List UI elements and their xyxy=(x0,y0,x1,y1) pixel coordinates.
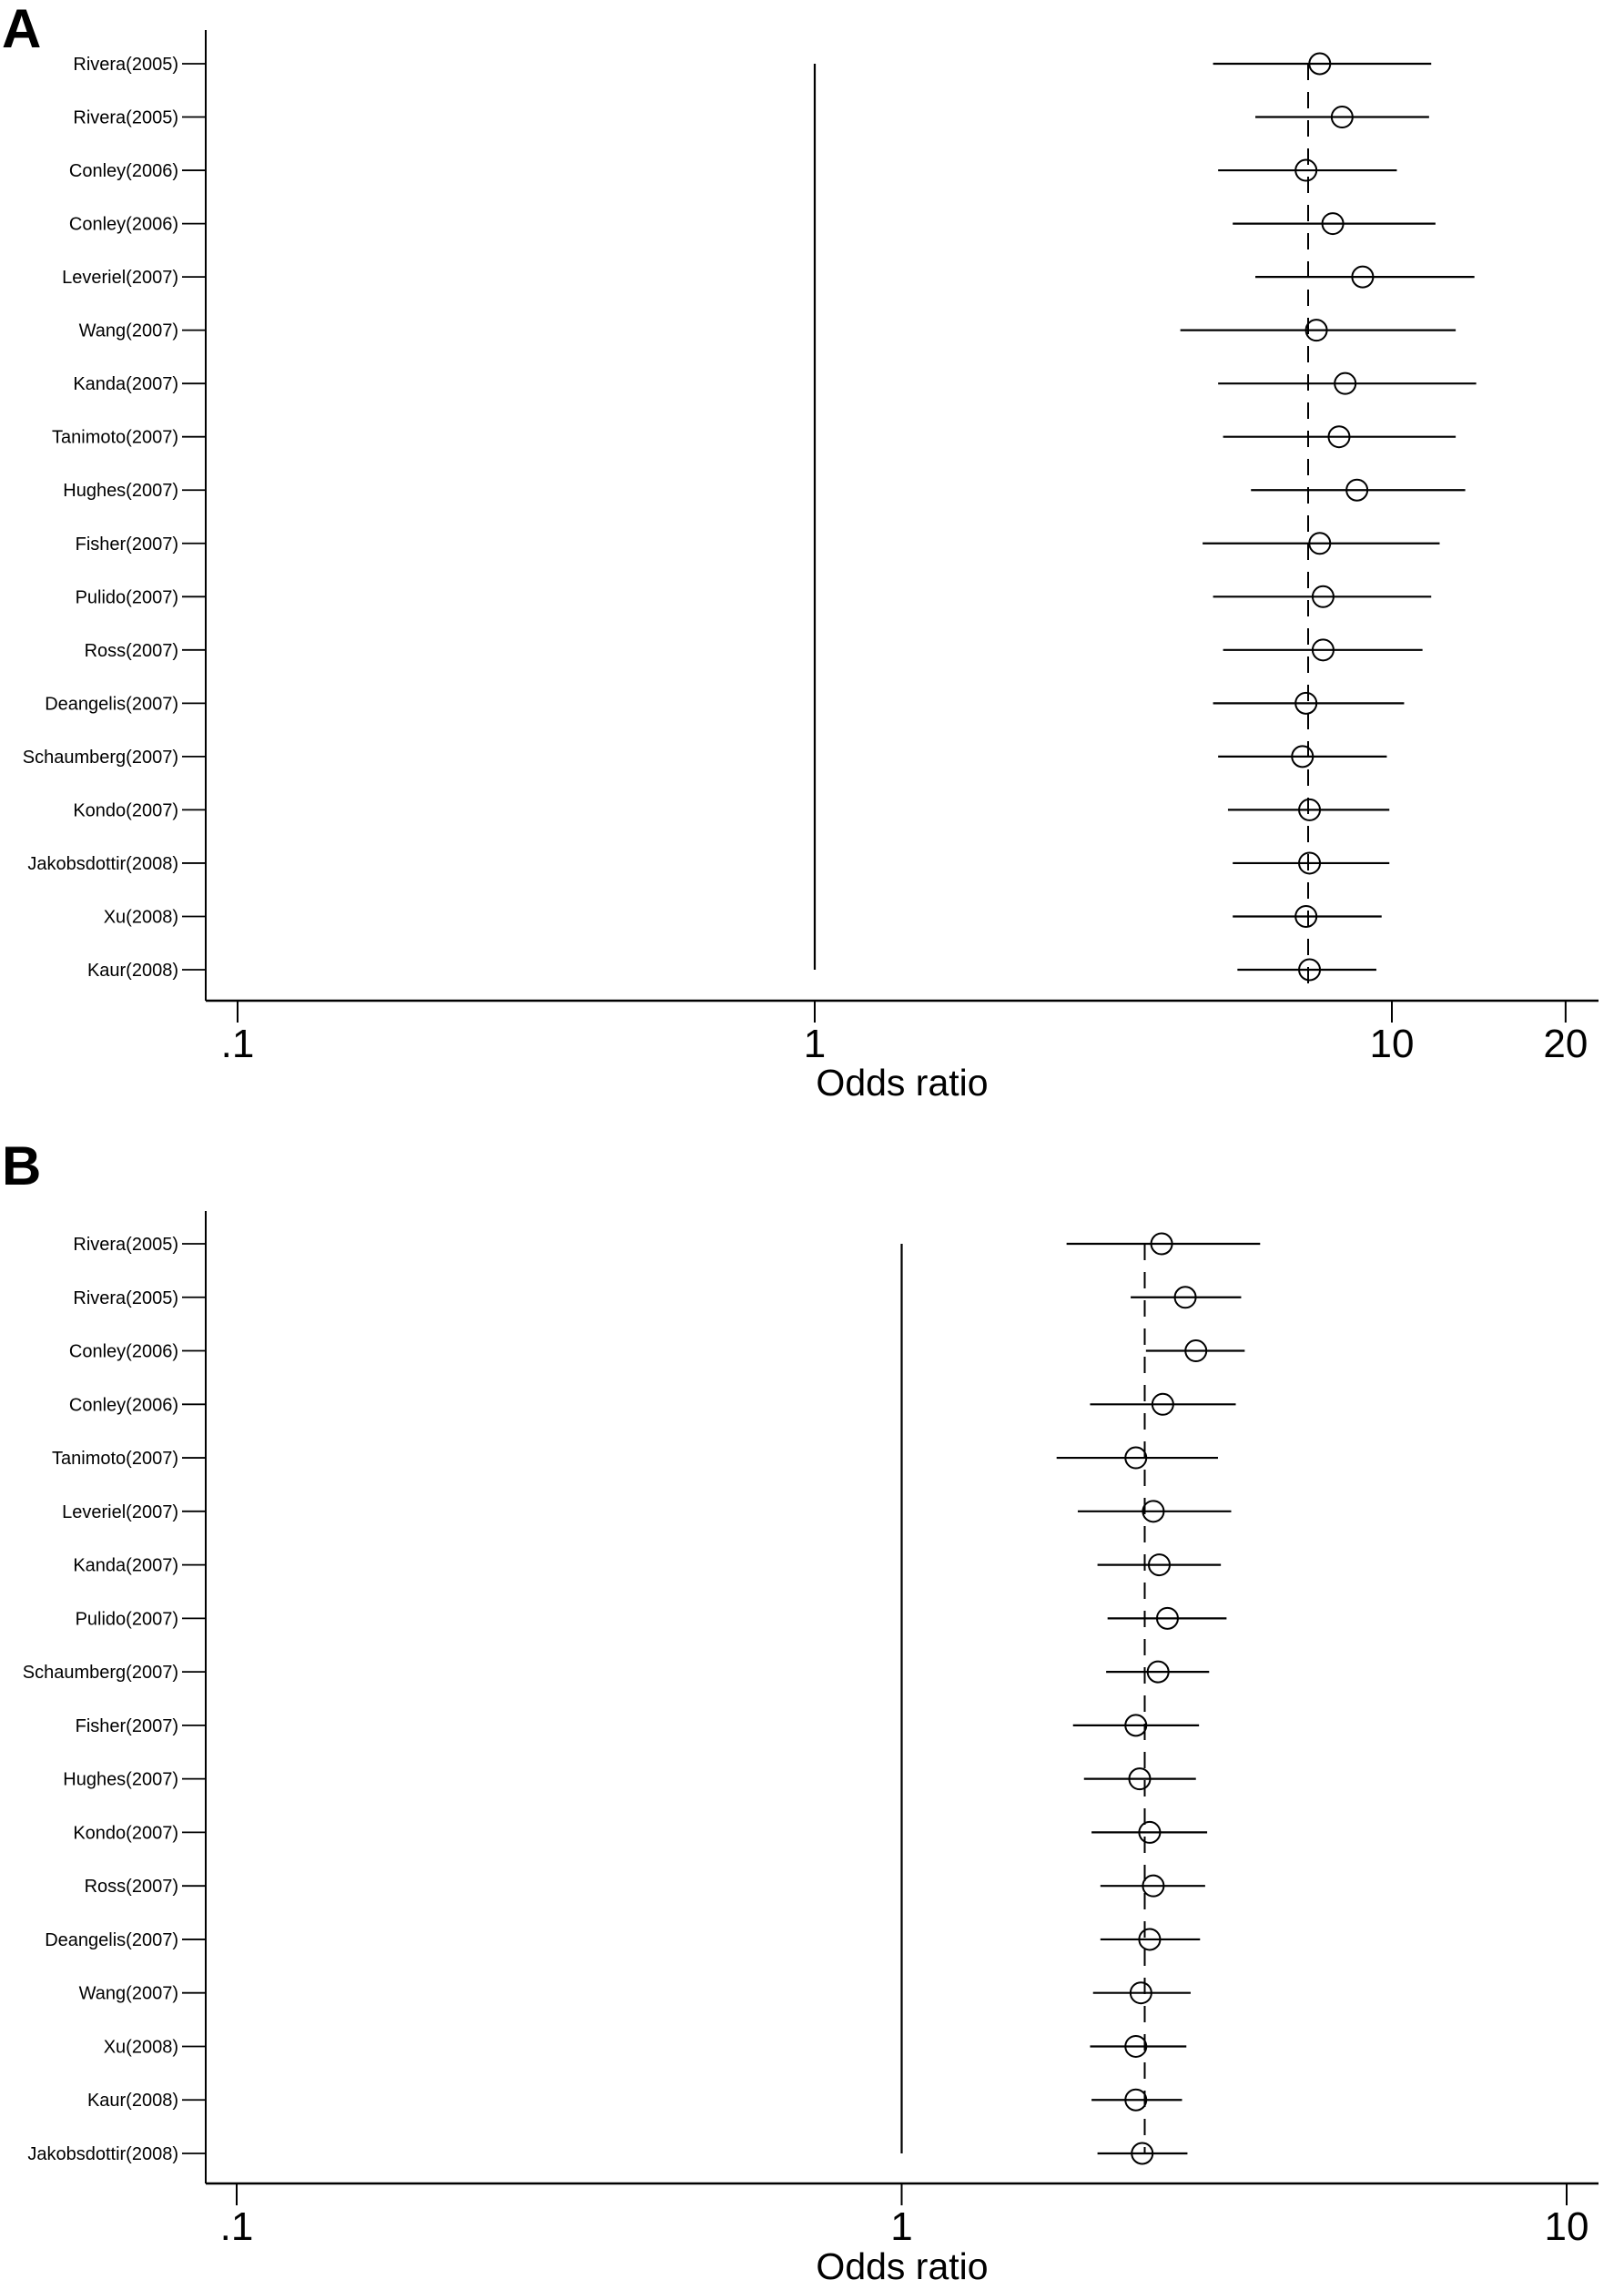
study-label: Rivera(2005) xyxy=(73,1235,178,1255)
study-label: Fisher(2007) xyxy=(76,534,178,555)
forest-plot-panel-b: B .1 1 10 Odds ratio Rivera(2005) Rivera(2005)… xyxy=(0,1134,1624,2290)
odds-ratio-point xyxy=(1124,1446,1148,1470)
odds-ratio-point xyxy=(1151,1392,1174,1416)
study-label: Kanda(2007) xyxy=(73,374,178,394)
study-label: Conley(2006) xyxy=(69,161,178,181)
odds-ratio-point xyxy=(1291,745,1314,768)
study-label: Hughes(2007) xyxy=(63,481,178,501)
odds-ratio-point xyxy=(1294,904,1318,928)
odds-ratio-point xyxy=(1327,425,1351,449)
x-axis-tick-label: 10 xyxy=(1545,2204,1589,2249)
study-label: Ross(2007) xyxy=(85,1877,178,1897)
study-label: Pulido(2007) xyxy=(76,587,178,607)
study-label: Rivera(2005) xyxy=(73,108,178,128)
odds-ratio-point xyxy=(1155,1606,1179,1630)
odds-ratio-point xyxy=(1138,1928,1162,1951)
odds-ratio-point xyxy=(1311,585,1335,608)
odds-ratio-point xyxy=(1128,1767,1152,1791)
study-label: Kondo(2007) xyxy=(73,800,178,820)
odds-ratio-point xyxy=(1124,2088,1148,2112)
odds-ratio-point xyxy=(1146,1660,1170,1684)
panel-b-svg: B .1 1 10 Odds ratio Rivera(2005) Rivera(2005)… xyxy=(2,1135,1599,2287)
study-label: Schaumberg(2007) xyxy=(23,1663,178,1683)
odds-ratio-point xyxy=(1330,106,1354,129)
odds-ratio-point xyxy=(1173,1286,1197,1309)
study-label: Deangelis(2007) xyxy=(45,1930,178,1950)
odds-ratio-point xyxy=(1147,1553,1171,1577)
study-label: Conley(2006) xyxy=(69,215,178,235)
study-label: Rivera(2005) xyxy=(73,1288,178,1308)
forest-plot-panel-a: A .1 1 10 20 Odds ratio Rivera(2005) Rivera(200… xyxy=(0,0,1624,1134)
study-label: Leveriel(2007) xyxy=(62,268,178,288)
odds-ratio-point xyxy=(1308,52,1332,76)
study-label: Jakobsdottir(2008) xyxy=(27,2144,178,2164)
x-axis-tick-label: 1 xyxy=(804,1022,826,1066)
odds-ratio-point xyxy=(1298,958,1322,982)
study-label: Tanimoto(2007) xyxy=(52,1449,178,1469)
x-axis-title: Odds ratio xyxy=(816,2245,988,2287)
study-label: Deangelis(2007) xyxy=(45,694,178,714)
odds-ratio-point xyxy=(1298,798,1322,821)
study-label: Rivera(2005) xyxy=(73,55,178,75)
odds-ratio-point xyxy=(1351,265,1375,289)
odds-ratio-point xyxy=(1142,1874,1165,1898)
odds-ratio-point xyxy=(1138,1820,1162,1844)
study-label: Jakobsdottir(2008) xyxy=(27,854,178,874)
odds-ratio-point xyxy=(1311,638,1335,662)
odds-ratio-point xyxy=(1345,478,1369,502)
study-label: Kanda(2007) xyxy=(73,1556,178,1576)
x-axis-tick-label: .1 xyxy=(220,2204,254,2249)
study-label: Schaumberg(2007) xyxy=(23,748,178,768)
study-label: Ross(2007) xyxy=(85,641,178,661)
odds-ratio-point xyxy=(1294,691,1318,715)
study-label: Xu(2008) xyxy=(104,907,178,927)
odds-ratio-point xyxy=(1334,371,1357,395)
study-label: Kaur(2008) xyxy=(87,2091,178,2111)
study-label: Kondo(2007) xyxy=(73,1823,178,1843)
study-label: Conley(2006) xyxy=(69,1395,178,1415)
odds-ratio-point xyxy=(1294,158,1318,182)
study-label: Hughes(2007) xyxy=(63,1770,178,1790)
odds-ratio-point xyxy=(1184,1339,1208,1363)
study-label: Pulido(2007) xyxy=(76,1609,178,1629)
odds-ratio-point xyxy=(1304,319,1328,342)
study-label: Fisher(2007) xyxy=(76,1716,178,1736)
odds-ratio-point xyxy=(1129,1981,1152,2005)
x-axis-title: Odds ratio xyxy=(816,1062,988,1104)
panel-a-svg: A .1 1 10 20 Odds ratio Rivera(2005) Rivera(200… xyxy=(2,0,1599,1104)
study-label: Wang(2007) xyxy=(79,321,178,341)
x-axis-tick-label: .1 xyxy=(221,1022,255,1066)
panel-letter: B xyxy=(2,1135,41,1196)
study-label: Conley(2006) xyxy=(69,1342,178,1362)
odds-ratio-point xyxy=(1124,1714,1148,1737)
study-label: Kaur(2008) xyxy=(87,961,178,981)
x-axis-tick-label: 1 xyxy=(890,2204,912,2249)
odds-ratio-point xyxy=(1298,851,1322,875)
panel-letter: A xyxy=(2,0,41,59)
odds-ratio-point xyxy=(1150,1232,1173,1256)
odds-ratio-point xyxy=(1124,2034,1148,2058)
x-axis-tick-label: 10 xyxy=(1370,1022,1415,1066)
study-label: Leveriel(2007) xyxy=(62,1502,178,1522)
odds-ratio-point xyxy=(1321,212,1345,236)
x-axis-tick-label: 20 xyxy=(1543,1022,1588,1066)
study-label: Tanimoto(2007) xyxy=(52,428,178,448)
odds-ratio-point xyxy=(1142,1500,1165,1523)
odds-ratio-point xyxy=(1131,2142,1154,2165)
study-label: Xu(2008) xyxy=(104,2037,178,2057)
odds-ratio-point xyxy=(1308,532,1332,555)
study-label: Wang(2007) xyxy=(79,1984,178,2004)
